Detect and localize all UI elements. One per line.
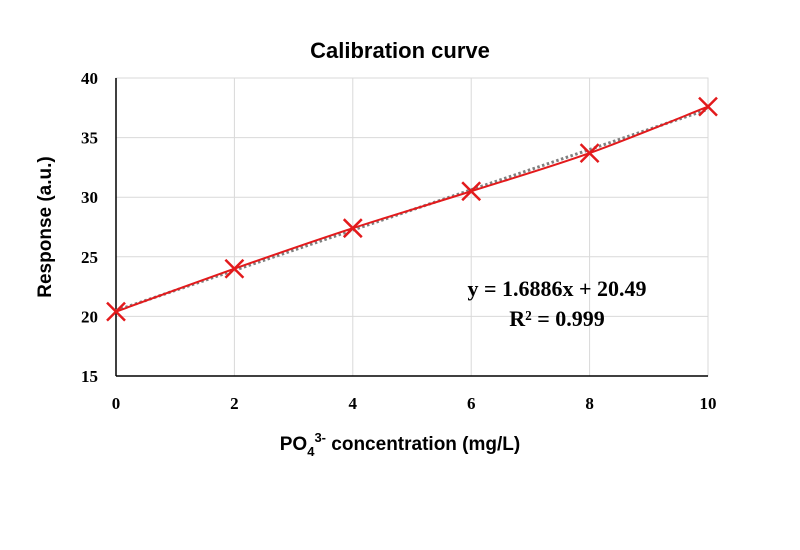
- series-line: [115, 105, 709, 313]
- plot-area: [115, 77, 709, 377]
- x-axis-label-base: PO: [280, 434, 307, 455]
- y-axis-label: Response (a.u.): [35, 156, 56, 297]
- data-point-marker: [342, 218, 363, 239]
- x-axis-label-subscript: 4: [307, 444, 315, 459]
- x-tick-label: 2: [230, 394, 239, 413]
- y-tick-label: 30: [81, 188, 98, 207]
- vertical-gridlines: [233, 78, 709, 376]
- data-point-marker: [698, 96, 718, 117]
- y-tick-label: 15: [81, 367, 98, 386]
- x-tick-labels: 0 2 4 6 8 10: [112, 394, 717, 413]
- data-point-marker: [579, 143, 600, 163]
- x-tick-label: 10: [700, 394, 717, 413]
- data-point-marker: [224, 258, 245, 279]
- y-tick-label: 25: [81, 248, 98, 267]
- x-tick-label: 0: [112, 394, 121, 413]
- x-tick-label: 4: [349, 394, 358, 413]
- y-tick-label: 40: [81, 69, 98, 88]
- x-axis-label-superscript: 3-: [314, 430, 326, 445]
- x-axis-label: PO43- concentration (mg/L): [280, 430, 520, 459]
- chart-title: Calibration curve: [310, 38, 490, 63]
- r2-label: R² = 0.999: [509, 306, 605, 331]
- x-tick-label: 6: [467, 394, 476, 413]
- y-tick-label: 20: [81, 307, 98, 326]
- equation-label: y = 1.6886x + 20.49: [467, 276, 646, 301]
- y-tick-labels: 15 20 25 30 35 40: [81, 69, 98, 386]
- y-tick-label: 35: [81, 129, 98, 148]
- linear-trendline: [115, 107, 709, 312]
- data-point-marker: [106, 301, 126, 322]
- data-markers: [106, 96, 718, 322]
- x-tick-label: 8: [585, 394, 594, 413]
- data-point-marker: [461, 181, 482, 202]
- x-axis-label-rest: concentration (mg/L): [326, 434, 520, 455]
- horizontal-gridlines: [116, 77, 708, 317]
- plot-border: [115, 77, 709, 377]
